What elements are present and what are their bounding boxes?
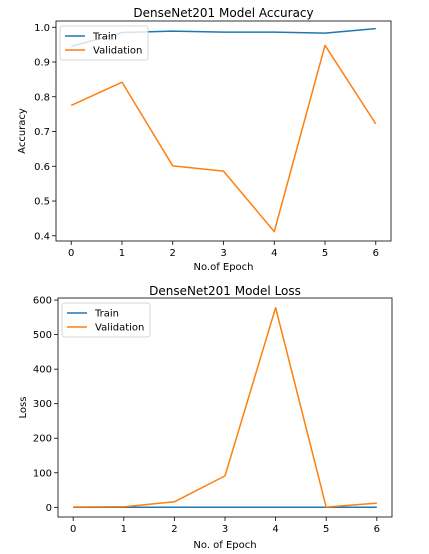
legend-label-train: Train bbox=[92, 32, 117, 43]
x-tick-label: 5 bbox=[323, 524, 329, 535]
y-tick-label: 0 bbox=[46, 503, 52, 514]
x-axis-label: No.of Epoch bbox=[193, 262, 253, 273]
legend: Train Validation bbox=[61, 302, 151, 338]
x-tick-label: 0 bbox=[68, 248, 74, 259]
y-tick-label: 100 bbox=[33, 468, 52, 479]
y-tick-label: 400 bbox=[33, 365, 52, 376]
y-tick-label: 0.5 bbox=[34, 197, 50, 208]
y-tick-label: 0.8 bbox=[34, 92, 50, 103]
y-tick-label: 200 bbox=[33, 434, 52, 445]
y-tick-label: 0.9 bbox=[34, 58, 50, 69]
legend-box bbox=[59, 25, 149, 61]
x-tick-label: 2 bbox=[171, 524, 177, 535]
x-tick-label: 4 bbox=[272, 524, 278, 535]
chart-title: DenseNet201 Model Loss bbox=[149, 284, 301, 298]
chart-title: DenseNet201 Model Accuracy bbox=[133, 6, 313, 20]
y-tick-label: 1.0 bbox=[34, 23, 50, 34]
y-tick-label: 600 bbox=[33, 296, 52, 307]
series-line-validation bbox=[73, 306, 377, 508]
legend: Train Validation bbox=[59, 25, 149, 61]
y-tick-label: 0.4 bbox=[34, 231, 50, 242]
x-tick-label: 0 bbox=[70, 524, 76, 535]
y-tick-label: 0.6 bbox=[34, 162, 50, 173]
x-tick-label: 3 bbox=[222, 524, 228, 535]
legend-label-validation: Validation bbox=[93, 46, 142, 57]
x-tick-label: 1 bbox=[119, 248, 125, 259]
x-tick-label: 4 bbox=[271, 248, 277, 259]
y-axis-label: Accuracy bbox=[17, 108, 28, 154]
legend-label-validation: Validation bbox=[95, 323, 144, 334]
x-tick-label: 1 bbox=[121, 524, 127, 535]
x-tick-label: 6 bbox=[374, 524, 380, 535]
plot-frame bbox=[55, 20, 392, 242]
plot-frame bbox=[57, 297, 393, 518]
x-axis-label: No. of Epoch bbox=[193, 540, 256, 551]
x-tick-label: 6 bbox=[373, 248, 379, 259]
x-tick-label: 2 bbox=[170, 248, 176, 259]
chart-1: DenseNet201 Model Accuracy 0 1 2 3 4 5 6 0.4 0.5 0… bbox=[17, 6, 392, 273]
y-tick-label: 0.7 bbox=[34, 127, 50, 138]
y-tick-label: 500 bbox=[33, 330, 52, 341]
x-tick-label: 5 bbox=[322, 248, 328, 259]
chart-2: DenseNet201 Model Loss 0 1 2 3 4 5 6 0 100 200 300 4… bbox=[18, 284, 393, 551]
series-line-validation bbox=[70, 44, 377, 233]
y-axis-label: Loss bbox=[18, 397, 29, 419]
x-tick-label: 3 bbox=[220, 248, 226, 259]
legend-box bbox=[61, 302, 151, 338]
y-tick-label: 300 bbox=[33, 399, 52, 410]
legend-label-train: Train bbox=[94, 309, 119, 320]
